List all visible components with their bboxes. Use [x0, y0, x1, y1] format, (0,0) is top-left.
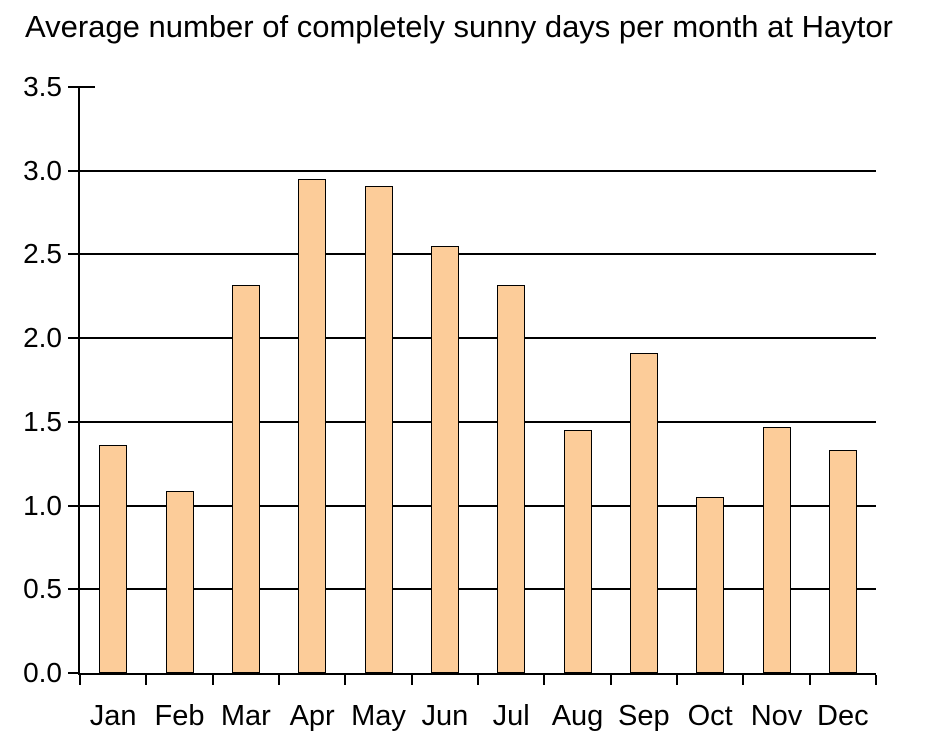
y-axis-tick — [68, 588, 80, 591]
bar-aug — [563, 430, 592, 673]
y-axis-tick — [68, 337, 80, 340]
x-axis-tick — [609, 675, 612, 685]
y-tick-label: 0.5 — [23, 573, 62, 605]
bar-may — [364, 185, 393, 673]
x-axis-tick — [477, 675, 479, 685]
bar-jun — [430, 246, 459, 673]
y-tick-label: 2.5 — [23, 238, 62, 270]
gridline — [80, 588, 876, 591]
bar-feb — [165, 490, 194, 673]
y-axis-tick — [68, 169, 80, 172]
chart-title: Average number of completely sunny days … — [25, 9, 893, 44]
x-tick-label-jun: Jun — [421, 700, 469, 732]
x-tick-label-oct: Oct — [687, 700, 733, 732]
bar-jul — [497, 284, 526, 673]
x-tick-label-apr: Apr — [289, 700, 335, 732]
x-tick-label-dec: Dec — [817, 700, 869, 732]
x-axis-tick — [676, 675, 678, 685]
x-axis-tick — [278, 675, 280, 685]
x-tick-label-nov: Nov — [750, 700, 803, 732]
gridline — [80, 337, 876, 340]
y-tick-label: 1.5 — [23, 405, 62, 437]
x-axis-tick — [543, 675, 546, 685]
x-axis — [78, 673, 876, 675]
x-axis-tick — [145, 675, 148, 685]
y-axis — [78, 87, 80, 673]
x-tick-label-jul: Jul — [492, 700, 530, 732]
gridline — [80, 504, 876, 507]
x-axis-tick — [410, 675, 413, 685]
x-axis-tick — [742, 675, 745, 685]
gridline — [80, 253, 876, 256]
x-axis-tick — [875, 675, 877, 685]
x-tick-label-feb: Feb — [154, 700, 205, 732]
y-axis-tick — [68, 420, 80, 423]
y-tick-label: 1.0 — [23, 489, 62, 521]
y-tick-label: 3.5 — [23, 71, 62, 102]
y-axis-tick — [68, 672, 80, 674]
gridline — [80, 169, 876, 172]
bar-oct — [696, 497, 725, 673]
y-axis-tick — [68, 253, 80, 256]
bar-apr — [298, 179, 327, 673]
bar-mar — [231, 284, 260, 673]
x-axis-tick — [211, 675, 214, 685]
gridline — [80, 86, 95, 88]
y-axis-tick — [68, 504, 80, 507]
bar-jan — [99, 445, 128, 673]
x-tick-label-sep: Sep — [618, 700, 670, 732]
x-axis-tick — [344, 675, 347, 685]
x-tick-label-aug: Aug — [551, 700, 604, 732]
bar-nov — [762, 426, 791, 673]
y-tick-label: 2.0 — [23, 322, 62, 354]
y-axis-tick — [68, 86, 80, 88]
bar-sep — [629, 353, 658, 673]
x-tick-label-may: May — [351, 700, 406, 732]
bar-dec — [828, 450, 857, 673]
x-axis-tick — [79, 675, 81, 685]
gridline — [80, 420, 876, 423]
y-tick-label: 3.0 — [23, 154, 62, 186]
x-tick-label-jan: Jan — [89, 700, 137, 732]
x-tick-label-mar: Mar — [220, 700, 271, 732]
x-axis-tick — [808, 675, 811, 685]
y-tick-label: 0.0 — [23, 657, 62, 688]
